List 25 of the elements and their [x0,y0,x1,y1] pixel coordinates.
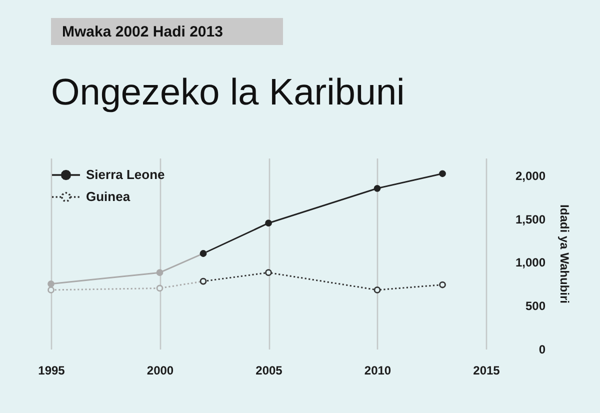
x-tick-label: 2000 [146,364,174,378]
point [265,220,272,227]
point [156,269,164,276]
point [48,280,54,288]
x-tick-label: 1995 [38,364,66,378]
x-tick-label: 2005 [256,364,283,378]
point [374,184,381,192]
y-tick-label: 1,000 [515,256,546,270]
chart-title: Ongezeko la Karibuni [51,72,405,112]
x-tick-label: 2010 [364,364,392,378]
y-axis-title: Idadi ya Wahubiri [558,204,572,304]
legend-label: Sierra Leone [86,167,165,182]
chart-subtitle: Mwaka 2002 Hadi 2013 [62,24,223,40]
y-tick-label: 2,000 [515,168,546,183]
y-tick-label: 0 [538,342,546,356]
legend-label: Guinea [86,189,131,204]
y-tick-label: 500 [525,299,546,314]
point [439,170,446,178]
point [439,281,446,288]
x-tick-label: 2015 [473,364,500,378]
y-tick-label: 1,500 [515,212,546,226]
point [265,269,272,276]
point [156,284,164,292]
point [374,286,381,294]
point [48,286,54,294]
